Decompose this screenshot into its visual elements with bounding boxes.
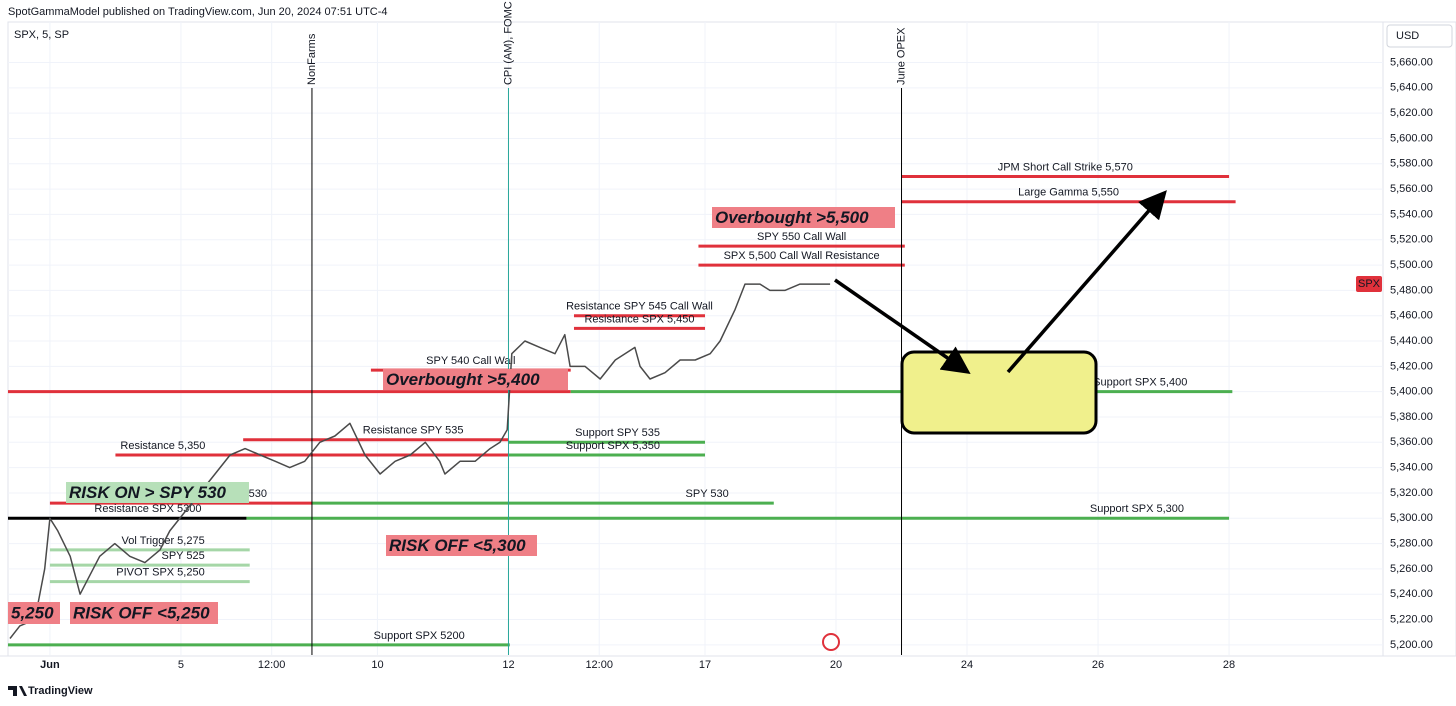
y-tick-label: 5,360.00 [1390, 436, 1433, 448]
y-tick-label: 5,640.00 [1390, 82, 1433, 94]
level-label: Vol Trigger 5,275 [122, 535, 205, 547]
y-tick-label: 5,320.00 [1390, 487, 1433, 499]
x-tick-label: Jun [40, 659, 60, 671]
y-tick-label: 5,380.00 [1390, 411, 1433, 423]
x-tick-label: 20 [830, 659, 842, 671]
x-tick-label: 28 [1223, 659, 1235, 671]
y-tick-label: 5,260.00 [1390, 563, 1433, 575]
annotation-box [8, 602, 60, 624]
annotation-text: Overbought >5,400 [386, 370, 540, 389]
x-tick-label: 17 [699, 659, 711, 671]
y-tick-label: 5,420.00 [1390, 360, 1433, 372]
annotation-text: 5,250 [11, 603, 54, 622]
us-flag-icon[interactable] [822, 633, 840, 651]
event-label: June OPEX [895, 27, 907, 85]
level-label: Resistance SPX 5300 [94, 503, 201, 515]
target-zone [900, 350, 1098, 435]
x-tick-label: 12:00 [258, 659, 286, 671]
x-tick-label: 26 [1092, 659, 1104, 671]
annotation-text: Overbought >5,500 [715, 208, 869, 227]
annotation-box [66, 482, 249, 503]
y-tick-label: 5,560.00 [1390, 183, 1433, 195]
y-tick-label: 5,620.00 [1390, 107, 1433, 119]
annotation-text: RISK ON > SPY 530 [69, 483, 227, 502]
y-tick-label: 5,240.00 [1390, 588, 1433, 600]
y-tick-label: 5,660.00 [1390, 56, 1433, 68]
x-tick-label: 10 [371, 659, 383, 671]
annotation-text: RISK OFF <5,250 [73, 603, 210, 622]
x-tick-label: 24 [961, 659, 973, 671]
level-label: SPX 5,500 Call Wall Resistance [724, 250, 880, 262]
annotation-text: RISK OFF <5,300 [389, 536, 526, 555]
level-label: Resistance SPX 5,450 [584, 313, 694, 325]
x-tick-label: 12 [502, 659, 514, 671]
y-tick-label: 5,600.00 [1390, 132, 1433, 144]
price-tag-label: SPX [1358, 278, 1381, 290]
x-tick-label: 5 [178, 659, 184, 671]
level-label: Support SPX 5,300 [1090, 503, 1184, 515]
annotation-box [386, 535, 537, 556]
event-label: NonFarms [306, 33, 318, 85]
level-label: SPY 550 Call Wall [757, 231, 846, 243]
currency-box[interactable] [1386, 24, 1453, 48]
y-tick-label: 5,500.00 [1390, 259, 1433, 271]
overlay: Overbought >5,500 Overbought >5,400 RISK O… [8, 207, 895, 624]
level-label: Resistance SPY 535 [363, 425, 464, 437]
tv-logo [8, 686, 27, 696]
arrow-down [834, 278, 971, 374]
arrow-up [1006, 190, 1167, 374]
level-label: Resistance SPY 545 Call Wall [566, 301, 713, 313]
y-tick-label: 5,580.00 [1390, 158, 1433, 170]
level-label: SPY 540 Call Wall [426, 355, 515, 367]
annotation-box [712, 207, 895, 228]
symbol: SPX, 5, SP [14, 29, 69, 41]
price-line [9, 283, 831, 639]
y-tick-label: 5,440.00 [1390, 335, 1433, 347]
level-label: Support SPY 535 [575, 427, 660, 439]
y-tick-label: 5,200.00 [1390, 639, 1433, 651]
level-label: SPY 530 [686, 488, 729, 500]
y-tick-label: 5,300.00 [1390, 512, 1433, 524]
y-tick-label: 5,460.00 [1390, 310, 1433, 322]
level-label: Support SPX 5200 [374, 630, 465, 642]
level-label: Support SPX 5,400 [1093, 377, 1187, 389]
annotation-box [383, 369, 568, 390]
level-label: Resistance 5,350 [120, 440, 205, 452]
currency: USD [1396, 30, 1419, 42]
plot-frame [7, 21, 1456, 657]
event-label: CPI (AM), FOMC (PM) [502, 0, 514, 85]
y-tick-label: 5,340.00 [1390, 462, 1433, 474]
price [9, 283, 831, 639]
footer-brand: TradingView [28, 685, 93, 697]
y-tick-label: 5,520.00 [1390, 234, 1433, 246]
annotation-box [70, 602, 218, 624]
level-label: PIVOT SPX 5,250 [116, 566, 204, 578]
y-tick-label: 5,220.00 [1390, 613, 1433, 625]
y-tick-label: 5,540.00 [1390, 208, 1433, 220]
level-label: Large Gamma 5,550 [1018, 187, 1119, 199]
level-label: JPM Short Call Strike 5,570 [998, 161, 1133, 173]
y-tick-label: 5,400.00 [1390, 386, 1433, 398]
header-title: SpotGammaModel published on TradingView.… [8, 6, 388, 18]
level-label: SPY 525 [161, 550, 204, 562]
levels: JPM Short Call Strike 5,570 Large Gamma 5… [8, 0, 1236, 655]
level-label: Support SPX 5,350 [566, 440, 660, 452]
y-tick-label: 5,280.00 [1390, 537, 1433, 549]
x-tick-label: 12:00 [585, 659, 613, 671]
price-tag [1356, 276, 1382, 293]
y-tick-label: 5,480.00 [1390, 284, 1433, 296]
